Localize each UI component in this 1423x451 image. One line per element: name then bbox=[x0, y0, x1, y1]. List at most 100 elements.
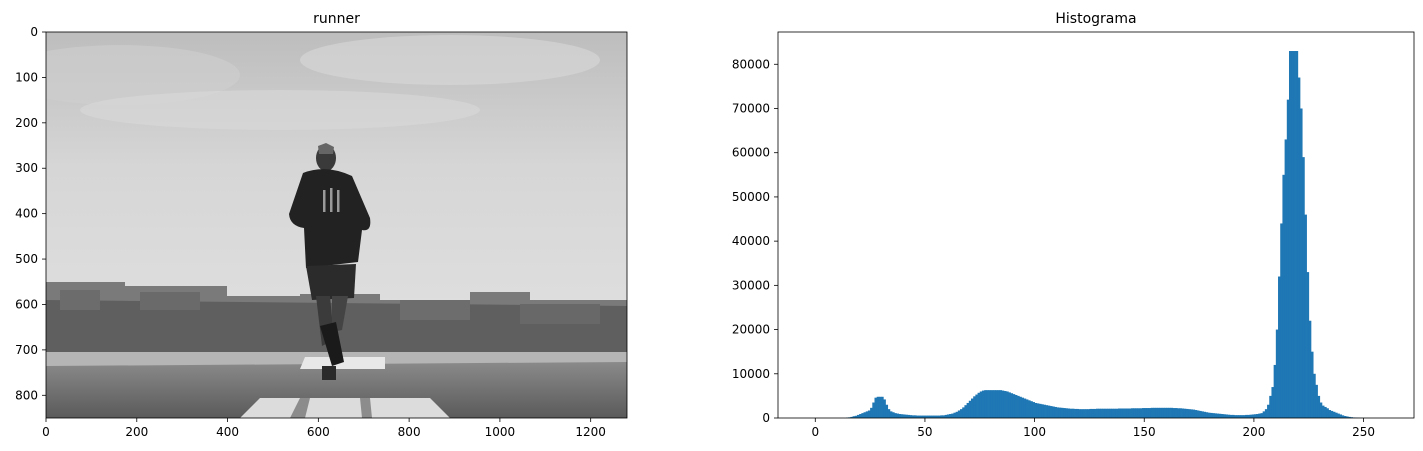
histogram-bar bbox=[898, 414, 902, 418]
histogram-bar bbox=[1071, 408, 1075, 418]
histogram-bar bbox=[1234, 415, 1237, 418]
histogram-bar bbox=[1102, 408, 1106, 418]
histogram-bar bbox=[1056, 407, 1060, 418]
histogram-bar bbox=[1163, 407, 1167, 418]
histogram-title: Histograma bbox=[1055, 11, 1136, 27]
histogram-y-tick-label: 70000 bbox=[732, 101, 770, 115]
histogram-bar bbox=[1223, 414, 1226, 418]
histogram-y-tick-label: 30000 bbox=[732, 278, 770, 292]
histogram-bar bbox=[1240, 415, 1244, 418]
histogram-bar bbox=[949, 414, 952, 418]
image-y-tick-label: 600 bbox=[15, 297, 38, 311]
histogram-bar bbox=[1052, 406, 1055, 418]
histogram-bar bbox=[931, 415, 935, 418]
histogram-bar bbox=[975, 394, 978, 418]
histogram-bar bbox=[1210, 412, 1213, 418]
histogram-bar bbox=[1317, 395, 1321, 418]
histogram-x-ticks: 0 50 100 150 200 250 bbox=[811, 418, 1375, 439]
histogram-bar bbox=[1001, 390, 1005, 418]
histogram-bar bbox=[1157, 407, 1160, 418]
histogram-bar bbox=[1153, 407, 1156, 418]
histogram-bar bbox=[1028, 400, 1031, 418]
histogram-bar bbox=[911, 415, 915, 418]
histogram-bar bbox=[1170, 407, 1174, 418]
runner-figure bbox=[289, 143, 371, 380]
image-y-tick-label: 200 bbox=[15, 116, 38, 130]
histogram-bar bbox=[1249, 414, 1253, 418]
histogram-bar bbox=[1041, 404, 1044, 418]
histogram-bar bbox=[1183, 408, 1187, 418]
histogram-bar bbox=[1330, 410, 1334, 418]
histogram-bar bbox=[863, 412, 867, 418]
histogram-y-tick-label: 10000 bbox=[732, 367, 770, 381]
histogram-bar bbox=[1025, 399, 1029, 418]
histogram-bar bbox=[1166, 407, 1169, 418]
histogram-bar bbox=[1205, 412, 1209, 418]
histogram-bar bbox=[1326, 408, 1329, 418]
histogram-bar bbox=[1199, 410, 1202, 418]
histogram-bar bbox=[1264, 409, 1268, 418]
histogram-bar bbox=[1188, 409, 1191, 418]
histogram-bar bbox=[1142, 408, 1145, 418]
histogram-bar bbox=[1321, 405, 1325, 418]
histogram-bar bbox=[984, 390, 987, 418]
histogram-bar bbox=[1117, 408, 1121, 418]
histogram-x-tick-label: 200 bbox=[1242, 425, 1265, 439]
histogram-bar bbox=[988, 390, 992, 418]
histogram-bar bbox=[1126, 408, 1130, 418]
histogram-bar bbox=[1260, 413, 1264, 418]
histogram-bar bbox=[1245, 414, 1248, 418]
histogram-y-tick-label: 0 bbox=[762, 411, 770, 425]
histogram-bar bbox=[1047, 405, 1051, 418]
histogram-bar bbox=[1133, 408, 1136, 418]
image-y-tick-label: 800 bbox=[15, 388, 38, 402]
histogram-bar bbox=[922, 415, 926, 418]
image-title: runner bbox=[313, 11, 360, 27]
histogram-bar bbox=[1034, 402, 1038, 418]
histogram-bar bbox=[924, 415, 928, 418]
image-panel: runner bbox=[15, 11, 628, 439]
histogram-bar bbox=[957, 410, 961, 418]
histogram-bar bbox=[1348, 416, 1351, 418]
histogram-bar bbox=[1067, 408, 1071, 418]
histogram-x-tick-label: 100 bbox=[1023, 425, 1046, 439]
histogram-bar bbox=[1221, 414, 1224, 418]
runner-photo bbox=[46, 32, 627, 418]
histogram-bar bbox=[1302, 157, 1305, 418]
histogram-bar bbox=[1236, 415, 1239, 418]
histogram-bar bbox=[1306, 272, 1310, 418]
histogram-bar bbox=[878, 396, 882, 418]
histogram-bar bbox=[940, 415, 943, 418]
histogram-bar bbox=[1030, 401, 1033, 418]
histogram-bar bbox=[962, 407, 965, 418]
histogram-bar bbox=[1256, 414, 1259, 418]
histogram-bar bbox=[933, 415, 937, 418]
histogram-bar bbox=[1192, 409, 1196, 418]
histogram-bar bbox=[1049, 406, 1053, 418]
histogram-x-tick-label: 250 bbox=[1352, 425, 1375, 439]
histogram-bar bbox=[1032, 402, 1035, 418]
histogram-bar bbox=[1150, 407, 1154, 418]
histogram-bar bbox=[1216, 413, 1220, 418]
histogram-bar bbox=[1299, 108, 1303, 418]
histogram-bar bbox=[927, 415, 930, 418]
histogram-bar bbox=[856, 414, 860, 418]
histogram-bar bbox=[1128, 408, 1132, 418]
histogram-bar bbox=[883, 399, 886, 418]
histogram-bar bbox=[1120, 408, 1123, 418]
histogram-bar bbox=[859, 414, 862, 418]
histogram-bar bbox=[1113, 408, 1117, 418]
histogram-bar bbox=[1038, 403, 1042, 418]
histogram-bar bbox=[1258, 413, 1261, 418]
histogram-bar bbox=[1058, 407, 1062, 418]
histogram-bar bbox=[1085, 409, 1088, 418]
histogram-bar bbox=[1104, 408, 1108, 418]
histogram-bar bbox=[1074, 408, 1077, 418]
histogram-bar bbox=[944, 414, 948, 418]
histogram-bar bbox=[1212, 413, 1215, 418]
histogram-x-tick-label: 0 bbox=[811, 425, 819, 439]
histogram-bar bbox=[1280, 223, 1283, 418]
image-x-tick-label: 0 bbox=[42, 425, 50, 439]
histogram-bar bbox=[1284, 139, 1288, 418]
histogram-bar bbox=[1231, 414, 1235, 418]
